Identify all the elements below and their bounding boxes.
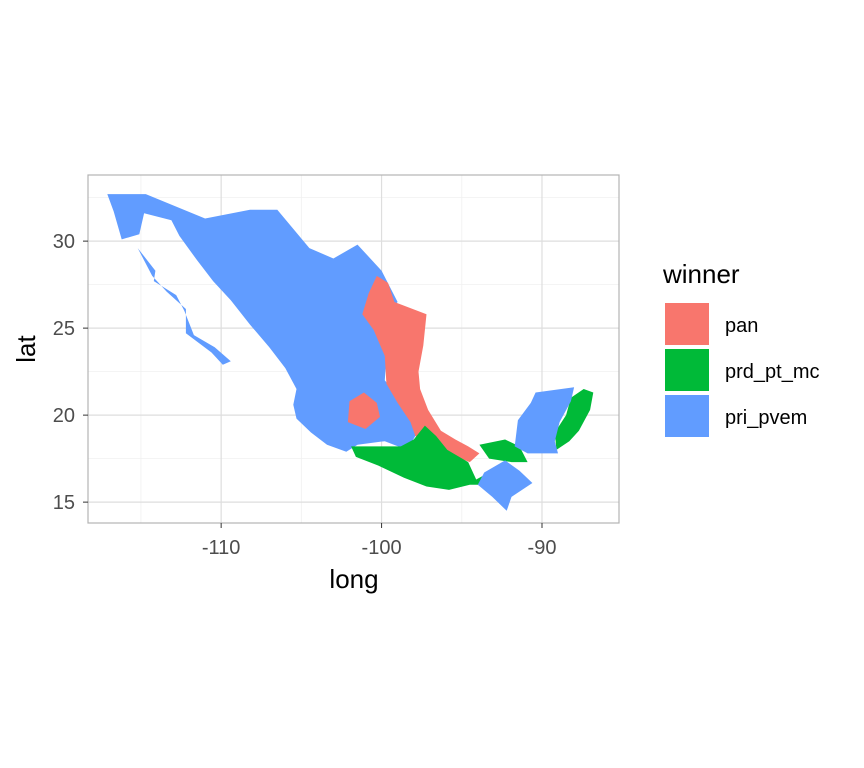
map-regions: [107, 194, 594, 511]
region-pri_pvem: [477, 460, 533, 511]
region-pan: [347, 392, 380, 429]
region-pan: [362, 275, 480, 463]
y-tick-label: 15: [53, 492, 75, 514]
y-axis-title: lat: [11, 334, 41, 362]
panel-border: [87, 174, 620, 524]
legend-label-pri_pvem: pri_pvem: [725, 407, 807, 429]
y-tick-label: 30: [53, 231, 75, 253]
legend-key-prd_pt_mc: [665, 349, 709, 391]
y-tick-label: 20: [53, 405, 75, 427]
legend-key-pri_pvem: [665, 395, 709, 437]
legend-key-pan: [665, 303, 709, 345]
legend-items: pan prd_pt_mc pri_pvem: [665, 303, 820, 437]
x-tick-label: -100: [362, 537, 402, 559]
region-prd_pt_mc: [351, 425, 496, 490]
legend: winner pan prd_pt_mc pri_pvem: [662, 259, 820, 437]
axis-ticks: -110 -100 -90 15 20 25 30: [53, 231, 557, 559]
x-tick-label: -90: [528, 537, 557, 559]
region-pri_pvem: [514, 387, 575, 454]
x-axis-title: long: [329, 564, 378, 594]
legend-label-pan: pan: [725, 315, 758, 337]
x-tick-label: -110: [202, 537, 241, 559]
region-prd_pt_mc: [554, 389, 594, 450]
legend-title: winner: [662, 259, 740, 289]
y-tick-label: 25: [53, 318, 75, 340]
legend-label-prd_pt_mc: prd_pt_mc: [725, 361, 820, 383]
region-pri_pvem: [107, 194, 422, 452]
